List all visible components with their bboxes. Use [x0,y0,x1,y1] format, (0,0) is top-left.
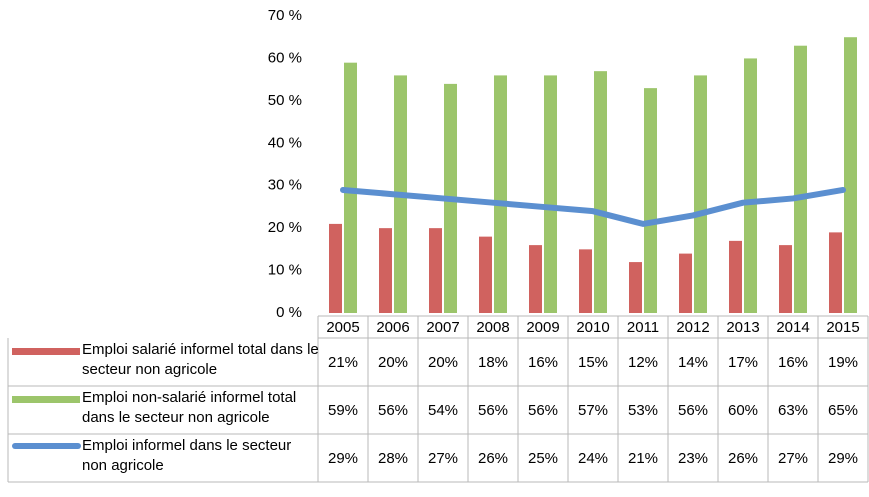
legend-label: Emploi salarié informel total dans le se… [82,341,319,378]
data-label: 54% [427,401,459,419]
data-label: 16% [527,353,559,371]
data-label: 53% [627,401,659,419]
data-label: 63% [777,401,809,419]
data-label: 14% [677,353,709,371]
bar [829,232,842,313]
x-tick-label: 2008 [476,318,510,336]
bar [494,75,507,314]
x-tick-label: 2012 [676,318,710,336]
data-label: 18% [477,353,509,371]
x-tick-label: 2014 [776,318,810,336]
bar [794,45,807,313]
bar [694,75,707,314]
data-label: 28% [377,449,409,467]
legend-label: Emploi non-salarié informel total dans l… [82,389,297,426]
x-tick-label: 2007 [426,318,460,336]
data-label: 29% [327,449,359,467]
y-tick-label: 0 % [276,304,302,321]
data-label: 15% [577,353,609,371]
data-label: 56% [377,401,409,419]
data-label: 26% [727,449,759,467]
y-tick-label: 20 % [268,219,302,236]
data-label: 56% [677,401,709,419]
bar [844,37,857,313]
data-label: 57% [577,401,609,419]
data-label: 20% [427,353,459,371]
y-tick-label: 60 % [268,49,302,66]
bar [779,245,792,313]
bar [329,223,342,313]
bar [729,240,742,313]
data-label: 26% [477,449,509,467]
data-label: 16% [777,353,809,371]
bar [429,228,442,313]
y-tick-label: 10 % [268,262,302,279]
data-label: 59% [327,401,359,419]
data-label: 19% [827,353,859,371]
y-tick-label: 70 % [268,7,302,24]
x-tick-label: 2010 [576,318,610,336]
data-label: 21% [327,353,359,371]
bar [644,88,657,313]
bar [479,236,492,313]
bar [594,71,607,314]
bar [679,253,692,313]
data-label: 65% [827,401,859,419]
data-label: 56% [527,401,559,419]
x-tick-label: 2011 [626,318,660,336]
data-label: 25% [527,449,559,467]
data-label: 12% [627,353,659,371]
data-label: 27% [777,449,809,467]
bar [379,228,392,313]
x-tick-label: 2013 [726,318,760,336]
bar [744,58,757,313]
legend-key [12,348,80,355]
x-tick-label: 2009 [526,318,560,336]
x-tick-label: 2005 [326,318,360,336]
bar [579,249,592,313]
y-tick-label: 30 % [268,177,302,194]
data-label: 21% [627,449,659,467]
data-label: 17% [727,353,759,371]
bar [629,262,642,313]
data-label: 24% [577,449,609,467]
data-label: 27% [427,449,459,467]
data-label: 29% [827,449,859,467]
data-label: 56% [477,401,509,419]
x-tick-label: 2015 [826,318,860,336]
y-tick-label: 40 % [268,134,302,151]
line [340,186,846,227]
legend-key [12,396,80,403]
y-tick-label: 50 % [268,92,302,109]
data-label: 60% [727,401,759,419]
legend-label: Emploi informel dans le secteur non agri… [82,437,292,474]
data-label: 23% [677,449,709,467]
data-label: 20% [377,353,409,371]
bar [529,245,542,313]
bar [544,75,557,314]
x-tick-label: 2006 [376,318,410,336]
